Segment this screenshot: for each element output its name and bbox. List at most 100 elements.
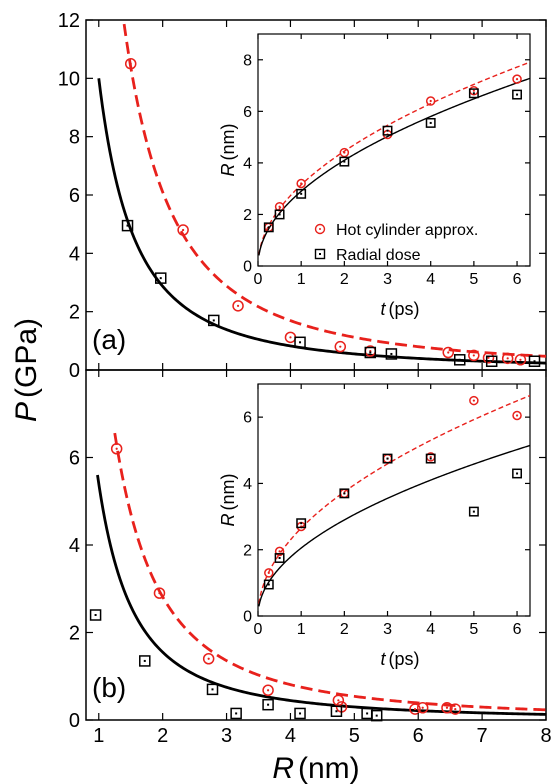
point-center <box>413 707 417 711</box>
a-main-hot-point <box>442 346 454 359</box>
point-center <box>207 657 210 660</box>
a-inset-radial-point <box>296 188 307 199</box>
point-center <box>289 336 292 339</box>
point-center <box>472 89 475 92</box>
point-center <box>472 354 475 357</box>
b-main-radial-point <box>262 698 274 711</box>
b-inset-x-tick-label: 3 <box>383 621 392 638</box>
point-square <box>89 609 102 621</box>
inset-a-y-label-symbol: R <box>218 164 238 177</box>
point-square <box>155 272 167 284</box>
a-inset-hot-point <box>512 74 522 84</box>
point-ring <box>232 300 244 312</box>
point-square <box>382 453 393 464</box>
inset-a-y-label-unit: (nm) <box>218 124 238 161</box>
a-inset-hot-fit-curve <box>258 61 530 255</box>
a-main-y-tick-label: 0 <box>69 360 80 382</box>
point-square <box>468 88 479 99</box>
point-center <box>211 688 214 691</box>
point-center <box>300 522 303 525</box>
b-main-radial-point <box>230 707 242 720</box>
point-center <box>447 351 450 354</box>
point-center <box>299 712 302 715</box>
point-center <box>421 706 424 709</box>
y-axis-label-symbol: P <box>10 402 43 422</box>
b-inset-hot-point <box>274 546 285 557</box>
point-center <box>267 583 270 586</box>
b-main-x-tick-label: 7 <box>477 725 488 747</box>
point-center <box>429 121 432 124</box>
b-inset-x-tick-label: 6 <box>513 621 522 638</box>
point-ring <box>501 352 514 365</box>
b-main-radial-point <box>89 609 102 621</box>
point-center <box>487 356 490 359</box>
point-center <box>533 360 536 363</box>
point-center <box>158 592 161 595</box>
x-axis-label-unit: (nm) <box>298 752 360 784</box>
point-center <box>94 614 97 616</box>
b-inset-y-tick-label: 4 <box>243 476 252 493</box>
b-main-x-tick-label: 8 <box>540 725 551 747</box>
a-inset-hot-point <box>296 178 306 189</box>
a-main-hot-point <box>482 352 495 364</box>
point-ring <box>177 224 189 236</box>
b-main-y-tick-label: 0 <box>69 710 80 732</box>
point-square <box>364 346 377 359</box>
point-ring <box>416 702 429 714</box>
a-inset-x-tick-label: 0 <box>254 271 263 288</box>
b-main-hot-point <box>409 703 421 715</box>
point-square <box>294 336 306 349</box>
point-center <box>129 62 132 65</box>
x-axis-label-symbol: R <box>272 752 294 784</box>
a-main-hot-point <box>468 349 480 362</box>
point-ring <box>442 346 454 359</box>
a-main-hot-point <box>124 58 137 70</box>
fit-curves <box>96 20 546 716</box>
b-inset-hot-point <box>264 568 274 578</box>
a-inset-radial-point <box>382 125 393 136</box>
point-center <box>516 472 519 475</box>
point-ring <box>425 96 436 106</box>
point-center <box>266 689 270 692</box>
point-square <box>339 488 350 499</box>
a-main-hot-point <box>514 354 527 366</box>
point-square <box>385 348 398 360</box>
inset-b-y-label: R (nm) <box>218 474 238 527</box>
point-center <box>115 447 118 450</box>
b-main-radial-fit-curve <box>96 474 546 716</box>
point-center <box>126 224 129 227</box>
point-square <box>274 209 285 220</box>
b-main-y-tick-label: 2 <box>69 623 80 645</box>
b-main-hot-point <box>153 587 166 599</box>
b-main-hot-point <box>262 684 274 696</box>
b-main-radial-point <box>206 683 219 696</box>
b-inset-radial-point <box>425 453 436 464</box>
b-main-y-tick-label: 6 <box>69 448 80 470</box>
point-square <box>425 117 436 128</box>
inset-a-y-label: R (nm) <box>218 124 238 177</box>
a-inset-hot-point <box>339 147 350 158</box>
point-ring <box>514 354 527 366</box>
a-main-radial-point <box>294 336 306 349</box>
point-ring <box>449 703 462 715</box>
point-ring <box>339 147 350 158</box>
point-square <box>370 709 383 722</box>
b-inset-radial-point <box>296 518 307 529</box>
point-ring <box>334 340 347 353</box>
a-main-hot-fit-curve <box>122 20 546 358</box>
point-center <box>490 360 493 363</box>
point-center <box>458 358 461 361</box>
b-main-hot-point <box>332 694 345 707</box>
point-square <box>263 579 274 590</box>
b-main-radial-point <box>370 709 383 722</box>
point-center <box>159 277 162 280</box>
b-inset-x-tick-label: 2 <box>340 621 349 638</box>
a-main-hot-point <box>334 340 347 353</box>
a-main-radial-point <box>454 354 466 366</box>
b-main-hot-point <box>202 653 215 665</box>
b-inset-hot-point <box>512 410 522 421</box>
point-ring <box>469 395 479 406</box>
b-inset-radial-point <box>274 553 285 563</box>
